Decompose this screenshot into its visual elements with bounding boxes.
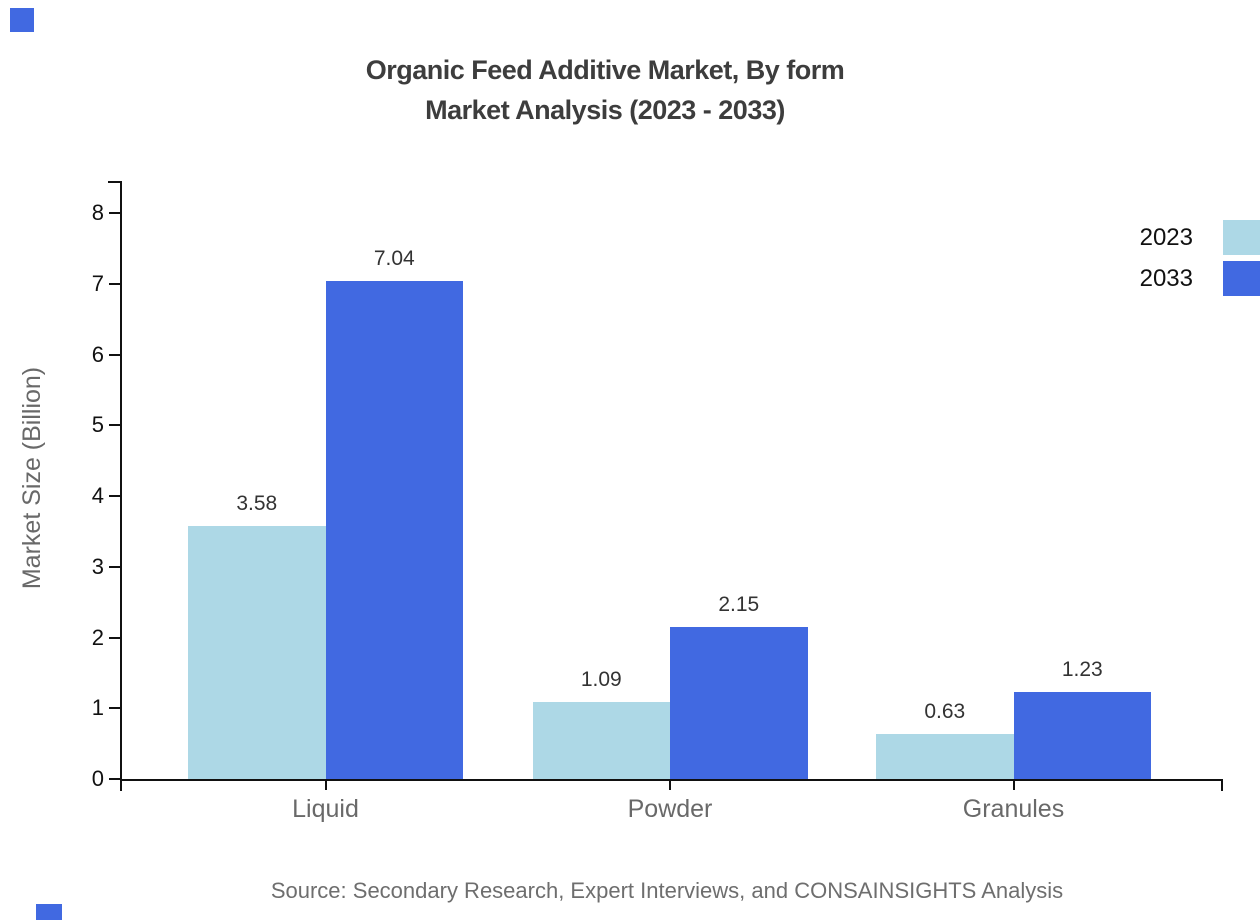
value-label-2033-liquid: 7.04 — [373, 246, 415, 270]
decorative-square-bottom-left — [36, 904, 62, 920]
category-label-powder: Powder — [627, 795, 713, 823]
y-axis-line — [120, 181, 122, 781]
chart-title: Organic Feed Additive Market, By form Ma… — [366, 50, 845, 130]
legend-label-2023: 2023 — [1139, 223, 1193, 251]
chart-title-line1: Organic Feed Additive Market, By form — [365, 55, 845, 85]
bar-2023-granules — [876, 734, 1014, 779]
y-axis-tick-label: 8 — [91, 200, 104, 225]
y-axis-tick-label: 1 — [91, 695, 104, 721]
y-axis-tick — [109, 778, 120, 780]
bar-2033-granules — [1013, 691, 1151, 779]
x-axis-right-end-tick — [1221, 779, 1223, 791]
y-axis-tick-label: 6 — [91, 341, 104, 367]
y-axis-tick-label: 2 — [91, 624, 104, 650]
category-label-liquid: Liquid — [292, 795, 359, 823]
legend: 2023 2033 — [1140, 220, 1260, 296]
bar-2033-powder — [670, 626, 808, 779]
x-axis-tick — [1012, 781, 1015, 790]
decorative-square-top-left — [10, 8, 34, 32]
chart-title-line2: Market Analysis (2023 - 2033) — [425, 95, 785, 125]
y-axis-tick-label: 4 — [91, 483, 104, 508]
category-label-granules: Granules — [962, 795, 1065, 823]
legend-swatch-2033 — [1223, 261, 1260, 296]
y-axis-tick-label: 7 — [91, 270, 104, 296]
legend-item-2023: 2023 — [1140, 220, 1260, 255]
value-label-2023-powder: 1.09 — [580, 667, 622, 691]
y-axis-tick-label: 0 — [91, 766, 104, 791]
value-label-2023-granules: 0.63 — [924, 700, 966, 724]
y-axis-tick — [109, 353, 120, 356]
source-note: Source: Secondary Research, Expert Inter… — [270, 878, 1064, 903]
y-axis-tick — [109, 424, 120, 427]
legend-item-2033: 2033 — [1140, 261, 1260, 296]
y-axis-tick — [109, 636, 120, 639]
value-label-2023-liquid: 3.58 — [236, 491, 278, 515]
y-axis-top-cap — [108, 181, 122, 183]
y-axis-tick-label: 5 — [91, 412, 104, 438]
x-axis-tick — [324, 781, 327, 790]
bar-2023-powder — [532, 701, 670, 779]
y-axis-tick — [109, 565, 120, 568]
x-axis-left-end-tick — [120, 779, 122, 791]
y-axis-tick-label: 3 — [91, 553, 104, 579]
y-axis-title: Market Size (Billion) — [18, 366, 46, 590]
y-axis-tick — [109, 495, 120, 497]
x-axis-tick — [669, 781, 671, 790]
bar-2023-liquid — [188, 525, 326, 779]
y-axis-tick — [109, 707, 120, 710]
value-label-2033-granules: 1.23 — [1061, 657, 1103, 681]
legend-label-2033: 2033 — [1139, 264, 1193, 292]
bar-2033-liquid — [325, 280, 463, 779]
y-axis-tick — [109, 282, 120, 285]
y-axis-tick — [109, 212, 120, 214]
value-label-2033-powder: 2.15 — [718, 592, 760, 616]
legend-swatch-2023 — [1223, 220, 1260, 255]
x-axis-line — [120, 779, 1223, 781]
